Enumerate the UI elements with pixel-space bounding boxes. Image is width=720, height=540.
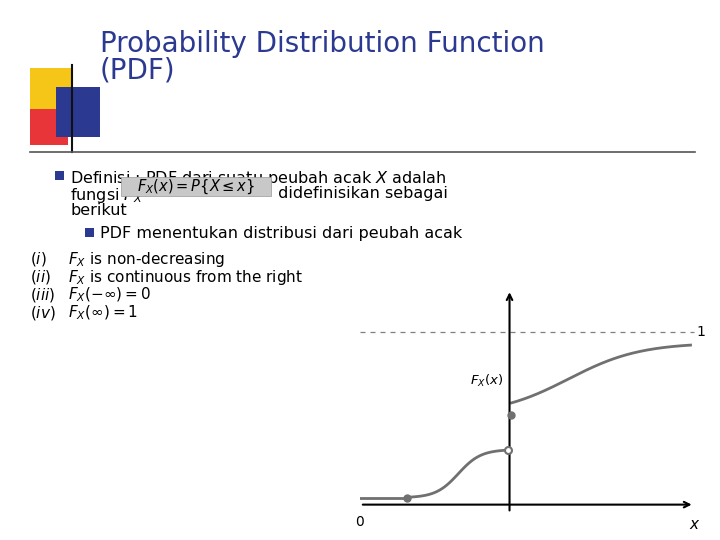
Text: $x$: $x$ — [689, 517, 701, 532]
Text: $F_X(x) = P\{X \leq x\}$: $F_X(x) = P\{X \leq x\}$ — [137, 177, 255, 195]
Text: didefinisikan sebagai: didefinisikan sebagai — [273, 186, 448, 201]
Text: $(iv)$: $(iv)$ — [30, 304, 55, 322]
Bar — [85, 228, 94, 237]
Bar — [30, 109, 68, 145]
Bar — [30, 68, 72, 110]
Text: $(i)$: $(i)$ — [30, 250, 47, 268]
Text: $F_X(x)$: $F_X(x)$ — [470, 373, 503, 389]
Bar — [55, 171, 64, 180]
Text: 1: 1 — [696, 326, 706, 340]
Text: Definisi : PDF dari suatu peubah acak $X$ adalah: Definisi : PDF dari suatu peubah acak $X… — [70, 169, 446, 188]
Text: $(iii)$: $(iii)$ — [30, 286, 55, 304]
Text: $(ii)$: $(ii)$ — [30, 268, 51, 286]
Text: fungsi $F_X$: fungsi $F_X$ — [70, 186, 143, 205]
Text: $F_X$ is continuous from the right: $F_X$ is continuous from the right — [68, 268, 303, 287]
FancyBboxPatch shape — [121, 177, 271, 196]
Text: Probability Distribution Function: Probability Distribution Function — [100, 30, 545, 58]
Text: $F_X(-\infty) = 0$: $F_X(-\infty) = 0$ — [68, 286, 151, 305]
Text: 0: 0 — [356, 515, 364, 529]
Text: $F_X(\infty) = 1$: $F_X(\infty) = 1$ — [68, 304, 138, 322]
Text: berikut: berikut — [70, 203, 127, 218]
Text: $F_X$ is non-decreasing: $F_X$ is non-decreasing — [68, 250, 225, 269]
Text: PDF menentukan distribusi dari peubah acak: PDF menentukan distribusi dari peubah ac… — [100, 226, 462, 241]
Text: (PDF): (PDF) — [100, 56, 176, 84]
Bar — [56, 87, 100, 137]
